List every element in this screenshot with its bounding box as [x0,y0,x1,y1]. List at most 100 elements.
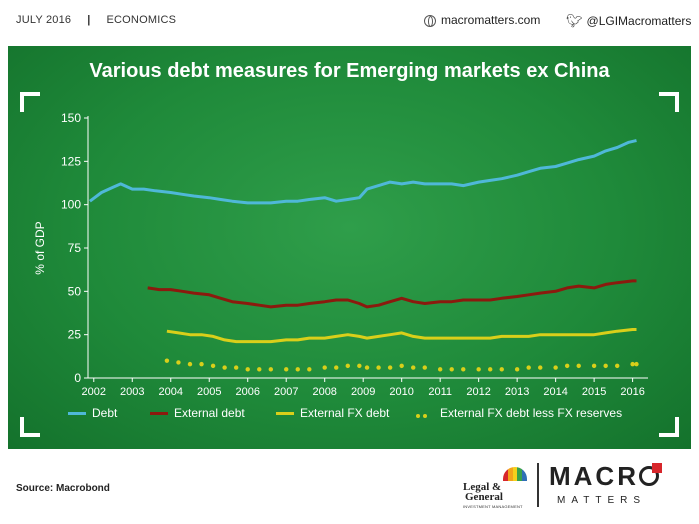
x-axis-ticks: 2002 2003 2004 2005 2006 2007 2008 2009 2010 2011… [82,378,645,398]
data-point [199,361,204,367]
data-point [437,367,443,372]
website-text: macromatters.com [441,13,541,27]
data-point [210,363,216,369]
data-point [176,360,181,365]
y-axis-label: % of GDP [33,221,47,274]
data-point [487,367,493,372]
corner-bracket-bottom-left [20,417,40,437]
y-tick-label: 100 [61,198,81,212]
data-point [307,367,312,372]
data-point [476,367,481,372]
legend-swatch-external-fx-debt [276,412,294,416]
legend-item-debt: Debt [68,406,117,420]
data-point [164,358,170,363]
y-tick-label: 50 [68,284,82,298]
data-point [615,363,620,369]
top-bar: JULY 2016 | ECONOMICS macromatters.com 🐦︎ @… [0,0,699,46]
series-external-fx-less-reserves [164,358,639,372]
data-point [499,367,504,372]
data-point [411,365,416,370]
data-point [630,361,635,367]
lg-logo-line2: General [465,491,503,503]
series-external-fx-debt [166,328,637,344]
x-tick-label: 2010 [389,386,413,398]
data-point [245,367,250,372]
globe-icon [424,15,436,27]
x-tick-label: 2013 [505,386,529,398]
x-tick-label: 2002 [82,386,106,398]
data-point [634,361,639,367]
umbrella-icon [503,467,527,481]
x-tick-label: 2006 [235,386,259,398]
x-tick-label: 2011 [428,386,452,398]
data-point [461,367,466,372]
data-point [553,365,558,370]
x-tick-label: 2016 [620,386,644,398]
data-point [387,365,393,370]
data-point [357,363,362,369]
source-note: Source: Macrobond [16,483,110,494]
data-point [268,367,274,372]
legend-swatch-external-fx-less-reserves [416,407,434,421]
lg-logo-line3: INVESTMENT MANAGEMENT [463,504,523,509]
data-point [222,365,227,370]
legend-label-external-fx-less-reserves: External FX debt less FX reserves [440,406,623,420]
legend-swatch-external-debt [150,412,168,416]
x-tick-label: 2009 [351,386,375,398]
twitter-handle: @LGIMacromatters [586,14,692,28]
website-link[interactable]: macromatters.com [424,13,540,27]
data-point [257,367,262,372]
legend-label-debt: Debt [92,406,118,420]
x-tick-label: 2014 [543,386,567,398]
corner-bracket-top-right [659,92,679,112]
x-tick-label: 2015 [582,386,606,398]
legend-item-external-debt: External debt [150,406,245,420]
twitter-icon: 🐦︎ [566,13,583,28]
report-section: ECONOMICS [106,14,177,26]
x-tick-label: 2007 [274,386,298,398]
data-point [422,365,427,370]
logo-divider [537,463,539,507]
brand-text: MACR [549,461,662,491]
data-point [514,367,520,372]
data-point [399,363,404,369]
chart-title: Various debt measures for Emerging marke… [89,60,610,82]
corner-bracket-top-left [20,92,40,112]
legal-general-logo: Legal & General INVESTMENT MANAGEMENT [463,467,529,509]
data-point [376,365,381,370]
data-point [538,365,543,370]
legend-label-external-fx-debt: External FX debt [300,406,390,420]
twitter-link[interactable]: 🐦︎ @LGIMacromatters [566,13,691,29]
data-point [295,367,300,372]
series-external-debt [147,279,637,309]
x-tick-label: 2003 [120,386,144,398]
legend-item-external-fx-debt: External FX debt [276,406,389,420]
series-debt [89,139,637,205]
data-point [564,363,570,369]
brand-subtitle: MATTERS [557,495,647,506]
y-tick-label: 0 [74,371,81,385]
x-tick-label: 2008 [312,386,336,398]
legend-swatch-debt [68,412,86,416]
data-point [364,365,370,370]
data-point [187,361,193,367]
x-tick-label: 2005 [197,386,221,398]
data-point [284,367,289,372]
data-point [322,365,327,370]
chart-panel: Various debt measures for Emerging marke… [8,46,691,449]
macro-matters-logo: MACR [549,461,662,492]
corner-bracket-bottom-right [659,417,679,437]
data-point [603,363,608,369]
y-tick-label: 125 [61,154,81,168]
data-point [576,363,581,369]
legend-label-external-debt: External debt [174,406,245,420]
y-axis-ticks: 0 25 50 75 100 125 150 [61,111,88,385]
x-tick-label: 2012 [466,386,490,398]
y-tick-label: 75 [68,241,82,255]
series-layer [89,139,639,372]
data-point [526,365,531,370]
data-point [233,365,239,370]
data-point [345,363,350,369]
header-meta: JULY 2016 | ECONOMICS [16,14,176,26]
